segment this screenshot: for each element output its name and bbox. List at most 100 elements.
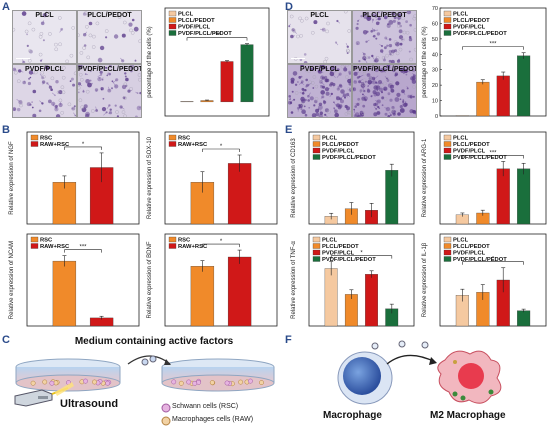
cell-process xyxy=(342,91,344,94)
membrane-pore xyxy=(310,81,315,85)
stained-cell xyxy=(83,104,88,109)
membrane-pore xyxy=(385,53,389,58)
schwann-cell xyxy=(224,380,230,386)
stained-cell xyxy=(379,68,384,73)
stained-cell xyxy=(380,49,384,53)
stained-cell xyxy=(315,112,320,117)
cell-process xyxy=(387,44,389,47)
membrane-pore xyxy=(325,29,329,34)
membrane-pore xyxy=(104,29,109,33)
stained-cell xyxy=(376,111,381,115)
stained-cell xyxy=(21,11,27,16)
legend-entry: PLCL xyxy=(453,12,469,18)
stained-cell xyxy=(58,102,63,108)
legend-entry: PVDF/PLCL xyxy=(322,149,355,155)
cell-process xyxy=(384,88,386,91)
membrane-pore xyxy=(19,101,23,105)
m2-macrophage-icon xyxy=(437,350,502,404)
stained-cell xyxy=(113,34,119,39)
legend-schwann-cells: Schwann cells (RSC) xyxy=(172,403,239,410)
stained-cell xyxy=(377,11,380,14)
macrophage-cell xyxy=(92,379,97,385)
stained-cell xyxy=(125,84,128,87)
membrane-pore xyxy=(121,110,126,114)
chart-e-cd163: Relative expression of CD163 PLCLPLCL/PED… xyxy=(291,131,415,225)
stained-cell xyxy=(130,68,133,71)
stained-cell xyxy=(48,99,52,104)
cell-texture xyxy=(78,65,141,117)
stained-cell xyxy=(303,53,307,56)
bar-plcl-pedot xyxy=(344,294,358,327)
plot-frame xyxy=(164,233,278,327)
cell-process xyxy=(372,12,375,16)
cell-process xyxy=(59,29,62,33)
stained-cell xyxy=(385,106,391,112)
bar-pvdf-plcl xyxy=(365,274,378,327)
stained-cell xyxy=(333,107,336,110)
cell-process xyxy=(398,17,400,21)
membrane-pore xyxy=(299,33,303,38)
stained-cell xyxy=(339,84,343,88)
membrane-pore xyxy=(413,28,416,32)
cell-process xyxy=(402,110,405,113)
stained-cell xyxy=(398,29,403,34)
stained-cell xyxy=(367,79,373,85)
stained-cell xyxy=(355,26,359,30)
schwann-cell xyxy=(192,380,198,386)
legend-swatch xyxy=(30,243,39,249)
cell-process xyxy=(401,102,404,107)
micrograph-a-pvdf-plcl-pedot: PVDF/PLCL/PEDOT xyxy=(77,64,142,118)
stained-cell xyxy=(364,98,367,102)
stained-cell xyxy=(26,102,31,107)
membrane-pore xyxy=(413,47,416,52)
stained-cell xyxy=(329,83,333,87)
membrane-pore xyxy=(130,31,135,35)
stained-cell xyxy=(97,76,102,82)
cell-process xyxy=(321,65,325,68)
stained-cell xyxy=(371,54,374,58)
cell-process xyxy=(356,42,359,45)
y-tick-label: 0 xyxy=(435,114,438,120)
stained-cell xyxy=(323,100,327,104)
membrane-pore xyxy=(62,65,66,70)
bar-raw-rsc xyxy=(227,163,252,225)
stained-cell xyxy=(128,22,133,27)
membrane-pore xyxy=(46,11,50,15)
stained-cell xyxy=(78,91,80,94)
stained-cell xyxy=(405,20,408,23)
panel-label-f: F xyxy=(285,334,292,346)
cell-process xyxy=(355,71,359,75)
cell-process xyxy=(344,94,349,98)
stained-cell xyxy=(375,37,378,40)
panel-f-schematic xyxy=(337,340,502,405)
panel-c-title: Medium containing active factors xyxy=(74,336,234,347)
stained-cell xyxy=(386,65,391,68)
stained-cell xyxy=(391,106,395,110)
stained-cell xyxy=(26,44,29,48)
legend-entry: PVDF/PLCL/PEDOT xyxy=(178,31,232,37)
stained-cell xyxy=(312,87,315,89)
legend-swatch xyxy=(312,141,321,147)
stained-cell xyxy=(340,99,344,104)
membrane-pore xyxy=(138,77,141,82)
stained-cell xyxy=(85,79,90,84)
membrane-pore xyxy=(80,65,84,67)
cell-process xyxy=(374,91,379,96)
membrane-pore xyxy=(304,68,309,73)
stained-cell xyxy=(83,33,87,37)
stained-cell xyxy=(397,16,401,20)
micrograph-caption: PVDF/PLCL xyxy=(25,66,64,73)
cell-process xyxy=(404,101,407,105)
legend-swatch xyxy=(312,236,321,243)
plot-frame xyxy=(26,131,140,225)
membrane-pore xyxy=(38,34,43,39)
cell-process xyxy=(374,106,377,110)
stained-cell xyxy=(390,84,394,89)
cell-process xyxy=(377,86,381,88)
stained-cell xyxy=(301,87,305,91)
legend-swatch xyxy=(168,134,177,141)
cell-process xyxy=(326,87,331,90)
stained-cell xyxy=(387,23,390,26)
stained-cell xyxy=(101,107,107,112)
